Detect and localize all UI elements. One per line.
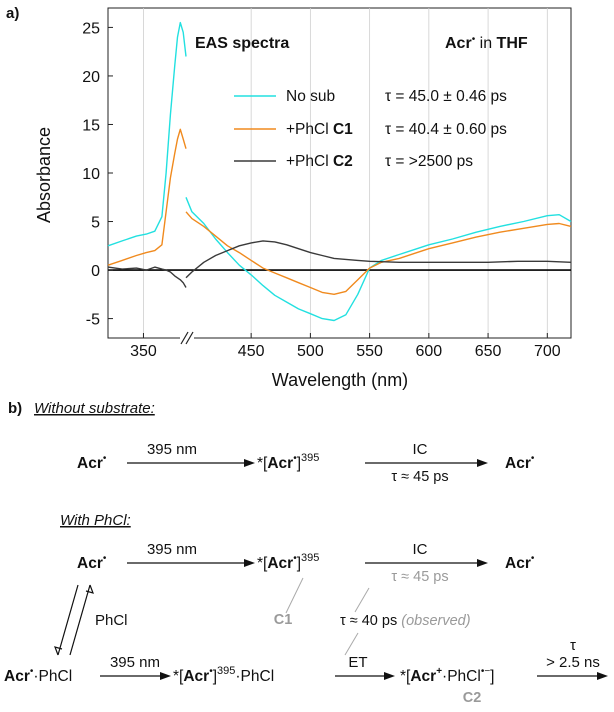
row1-wavelength: 395 nm [147,441,197,458]
x-tick-label-600: 600 [415,343,442,360]
series-no-sub-line-right [185,197,572,322]
equilibrium-arrows [54,584,94,656]
y-tick-label-25: 25 [82,20,100,37]
row1-acr-ground: Acr• [77,453,107,472]
legend: No sub τ = 45.0 ± 0.46 ps +PhCl C1 τ = 4… [234,88,507,170]
panel-a-label: a) [6,5,19,22]
row3-arrow2-head [384,672,395,680]
tau40-connector-bottom [344,632,359,656]
tau40-observed: τ ≈ 40 ps (observed) [340,613,471,629]
equilibrium-phcl: PhCl [95,612,128,629]
row1-arrow2-head [477,459,488,467]
row3-arrow1-head [160,672,171,680]
row1-excited: *[Acr•]395 [257,452,319,472]
c1-connector [285,577,304,614]
row1-ic: IC [413,441,428,458]
row1-arrow1-head [244,459,255,467]
eas-chart: 350 450 500 550 600 650 700 -5 0 5 10 15 20 25 EAS s… [34,7,572,390]
row3-lifetime: > 2.5 ns [546,654,600,671]
y-tick-label-5: 5 [91,215,100,232]
row2-arrow2-head [477,559,488,567]
row3-arrow3-head [597,672,608,680]
x-tick-label-350: 350 [130,343,157,360]
legend-tau-c2: τ = >2500 ps [385,153,473,170]
without-substrate-title: Without substrate: [34,400,155,417]
x-tick-label-650: 650 [475,343,502,360]
x-ticks: 350 450 500 550 600 650 700 [130,333,561,360]
x-tick-label-700: 700 [534,343,561,360]
row3-ion-pair: *[Acr+·PhCl•−] [400,666,494,685]
chart-title-right: Acr• in THF [445,34,528,52]
row3-complex: Acr•·PhCl [4,666,72,685]
y-tick-label-10: 10 [82,166,100,183]
x-tick-label-550: 550 [356,343,383,360]
row3-et: ET [348,654,367,671]
series-phcl-c2-line-right [185,240,572,279]
row2-tau-gray: τ ≈ 45 ps [391,569,448,585]
axis-break-mark [180,331,194,345]
row1-acr-product: Acr• [505,453,535,472]
x-axis-label: Wavelength (nm) [272,370,408,390]
series-no-sub-line-left [107,21,187,247]
c1-label: C1 [274,612,293,628]
tau40-connector-top [354,587,370,613]
row2-acr-ground: Acr• [77,553,107,572]
row3-wavelength: 395 nm [110,654,160,671]
row2-excited: *[Acr•]395 [257,552,319,572]
y-tick-label-0: 0 [91,263,100,280]
series-phcl-c2-line-left [107,266,187,288]
row1-tau: τ ≈ 45 ps [391,469,448,485]
y-axis-label: Absorbance [34,127,54,223]
y-ticks: -5 0 5 10 15 20 25 [82,20,113,329]
series-layer [107,21,572,322]
legend-tau-c1: τ = 40.4 ± 0.60 ps [385,121,507,138]
with-phcl-title: With PhCl: [60,512,131,529]
row2-arrow1-head [244,559,255,567]
row3-excited-complex: *[Acr•]395·PhCl [173,665,274,685]
legend-label-c2: +PhCl C2 [286,153,353,170]
row2-ic: IC [413,541,428,558]
row3-tau-symbol: τ [570,637,576,654]
plot-frame [107,7,572,339]
y-tick-label-15: 15 [82,117,100,134]
chart-title-left: EAS spectra [195,35,289,52]
panel-b-label: b) [8,400,22,417]
legend-label-c1: +PhCl C1 [286,121,353,138]
grid-lines [143,8,548,338]
y-tick-label-20: 20 [82,69,100,86]
series-phcl-c1-line-right [185,211,572,295]
legend-tau-no-sub: τ = 45.0 ± 0.46 ps [385,88,507,105]
c2-label: C2 [463,690,482,706]
row2-acr-product: Acr• [505,553,535,572]
x-tick-label-500: 500 [297,343,324,360]
scheme-panel-b: b) Without substrate: Acr• 395 nm *[Acr•… [4,400,608,706]
legend-label-no-sub: No sub [286,88,335,105]
row2-wavelength: 395 nm [147,541,197,558]
y-tick-label--5: -5 [86,312,100,329]
x-tick-label-450: 450 [238,343,265,360]
series-phcl-c1-line-left [107,128,187,266]
